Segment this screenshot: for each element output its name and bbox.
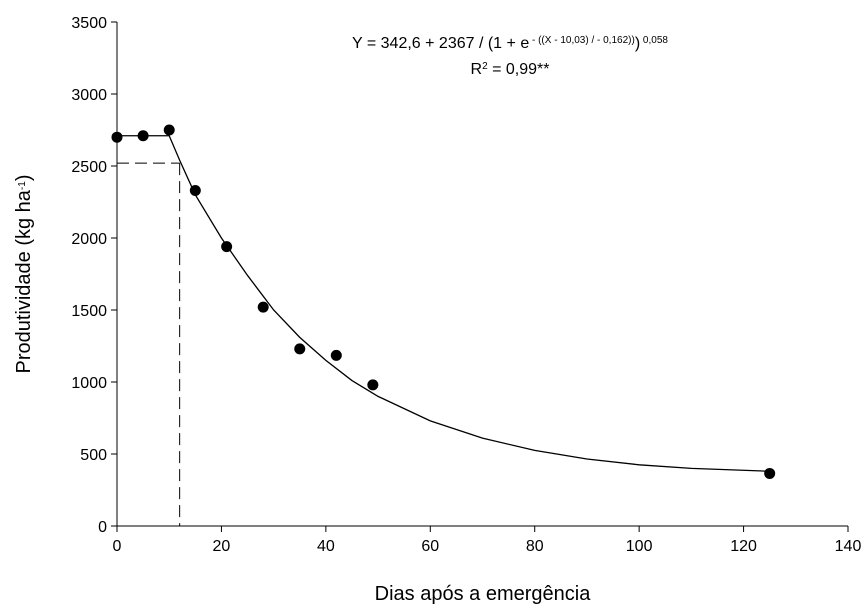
x-tick-label: 0 (113, 538, 122, 555)
equation-part: Y = 342,6 + 2367 / (1 + e (352, 35, 529, 52)
data-point (163, 124, 175, 136)
y-axis-title: Produtividade (kg ha-1) (13, 174, 35, 373)
y-tick-label: 3000 (71, 87, 107, 104)
data-point (257, 301, 269, 313)
x-tick-label: 60 (421, 538, 439, 555)
x-tick-label: 120 (730, 538, 757, 555)
x-axis-title: Dias após a emergência (375, 583, 592, 605)
y-axis-title-part: Produtividade (kg ha (13, 189, 35, 373)
y-tick-label: 1500 (71, 303, 107, 320)
x-tick-label: 40 (317, 538, 335, 555)
equation-part: = 0,99** (488, 61, 550, 78)
data-point (137, 130, 149, 142)
x-tick-label: 20 (213, 538, 231, 555)
data-point (764, 467, 776, 479)
y-tick-label: 2000 (71, 231, 107, 248)
data-point (294, 343, 306, 355)
x-tick-label: 100 (626, 538, 653, 555)
equation: Y = 342,6 + 2367 / (1 + e - ((X - 10,03)… (352, 35, 668, 53)
x-axis-title-part: Dias após a emergência (375, 583, 592, 605)
equation: R2 = 0,99** (471, 61, 550, 79)
y-axis-title-part: -1 (17, 181, 28, 190)
data-point (367, 379, 379, 391)
equation-part: 2 (482, 61, 488, 72)
y-axis-title-part: ) (13, 174, 35, 181)
fitted-curve (117, 135, 770, 472)
y-tick-label: 1000 (71, 375, 107, 392)
equation-part: ) (635, 35, 640, 52)
data-point (189, 184, 201, 196)
data-point (330, 349, 342, 361)
y-tick-label: 3500 (71, 15, 107, 32)
data-point (221, 241, 233, 253)
y-tick-label: 2500 (71, 159, 107, 176)
data-point (111, 131, 123, 143)
x-tick-label: 140 (835, 538, 862, 555)
y-tick-label: 500 (80, 447, 107, 464)
equation-part: 0,058 (640, 35, 668, 46)
equation-part: R (471, 61, 483, 78)
x-tick-label: 80 (526, 538, 544, 555)
y-tick-label: 0 (98, 519, 107, 536)
equation-part: - ((X - 10,03) / - 0,162)) (529, 35, 635, 46)
